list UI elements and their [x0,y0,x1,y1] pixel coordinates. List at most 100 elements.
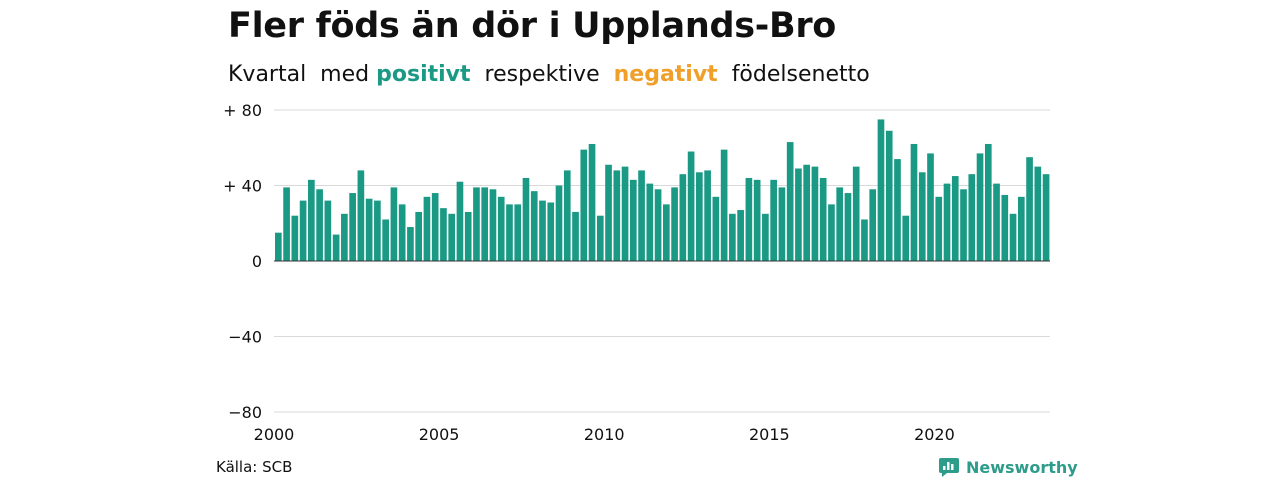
bar [423,196,431,261]
bar [357,170,365,261]
bar [473,187,480,261]
bar [291,215,299,261]
bar [753,179,761,261]
bar [324,200,332,261]
bar [646,183,654,261]
bar [365,198,373,261]
bar [522,177,530,261]
bar [308,179,315,261]
x-tick-label: 2000 [254,425,295,444]
bar [795,168,802,261]
bar [374,200,381,261]
bar [885,130,893,261]
bar [712,196,720,261]
bar [596,215,604,261]
bar [638,170,645,261]
x-tick-label: 2010 [584,425,625,444]
brand-name: Newsworthy [966,457,1078,477]
bar [547,202,555,261]
bar [613,170,621,261]
bar [1001,194,1009,261]
newsworthy-logo-icon [939,458,959,477]
subtitle-positive-label: positivt [376,62,471,87]
bar [464,211,472,261]
bar [720,149,728,261]
bar [456,181,464,261]
bar [349,193,356,261]
bar [580,149,588,261]
bar [1026,157,1033,261]
chart-title: Fler föds än dör i Upplands-Bro [228,6,837,46]
bar [332,234,340,261]
bar [877,119,885,261]
y-tick-label: + 40 [223,177,262,196]
bar [935,196,943,261]
bar [1009,213,1017,261]
y-tick-label: −40 [228,328,262,347]
bar [588,143,596,261]
bar [663,204,670,262]
bar [687,151,695,261]
bar [440,208,447,261]
bar [316,189,323,261]
bar [819,177,827,261]
bar [572,211,579,261]
bar [671,187,678,261]
y-tick-label: + 80 [223,101,262,120]
bar [696,172,703,261]
x-tick-label: 2005 [419,425,460,444]
bar [737,210,744,261]
bar [861,219,868,261]
bar [563,170,571,261]
bar [910,143,918,261]
x-tick-label: 2015 [749,425,790,444]
bar [943,183,951,261]
bar [803,164,810,261]
bar [275,232,282,261]
bar [679,174,687,261]
bar [976,153,984,261]
bar [407,227,414,261]
subtitle-negative-label: negativt [613,62,718,87]
y-tick-label: −80 [228,403,262,422]
chart-subtitle: Kvartal med positivt respektive negativt… [228,62,870,87]
bar [654,189,662,261]
subtitle-text-2: respektive [470,62,614,87]
bar [770,179,777,261]
bar [902,215,910,261]
bar [984,143,992,261]
bar [993,183,1000,261]
bar [481,187,489,261]
bar [1042,174,1050,261]
bar [530,191,538,261]
bar [506,204,513,262]
bar [497,196,505,261]
bar [918,172,926,261]
bar [786,142,794,261]
bar [951,176,959,261]
bar [869,189,877,261]
bar [968,174,976,261]
bar [415,211,422,261]
bar [745,177,753,261]
bar [852,166,860,262]
bar [555,185,563,261]
bar [927,153,934,261]
bar [299,200,307,261]
subtitle-text-3: födelsenetto [717,62,870,87]
bar [431,193,439,261]
bar [283,187,290,261]
y-tick-label: 0 [252,252,262,271]
bar [629,179,637,261]
brand: Newsworthy [938,456,1078,478]
bar [762,213,769,261]
bar [390,187,398,261]
bar [489,189,497,261]
bar [1034,166,1042,262]
subtitle-text-1: Kvartal med [228,62,377,87]
bar [448,213,456,261]
bar [844,193,852,261]
bar [828,204,835,262]
bar [729,213,736,261]
bar [704,170,711,261]
